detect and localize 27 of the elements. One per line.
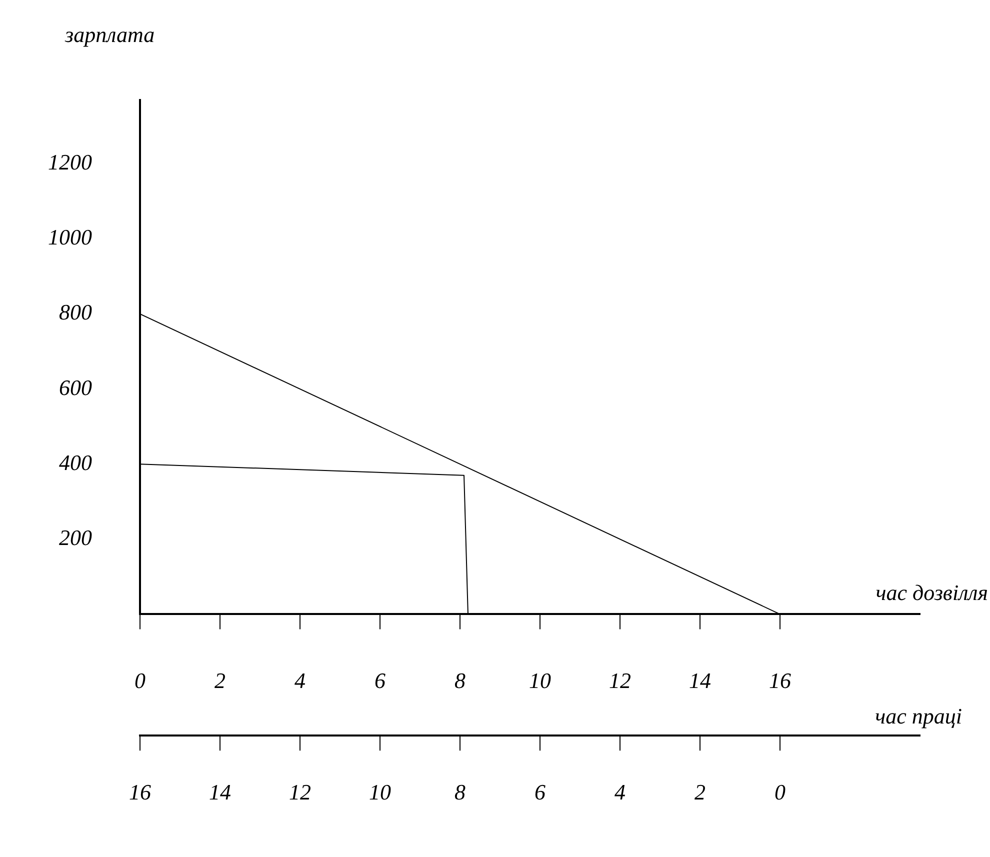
x2-tick-label: 12 [289,780,311,805]
x-tick-label: 2 [214,668,226,694]
x-axis-title: час дозвілля [876,580,988,606]
y-tick-label: 1200 [48,150,92,175]
x-tick-label: 10 [529,668,551,694]
y-tick-label: 600 [59,374,92,400]
y-tick-label: 400 [59,450,92,475]
y-tick-label: 200 [59,524,92,550]
x2-axis-title: час праці [875,704,962,729]
x2-tick-label: 14 [209,780,231,805]
x-tick-label: 14 [689,668,711,694]
x-tick-label: 6 [374,668,386,694]
x2-tick-label: 6 [534,780,546,805]
x-tick-label: 4 [294,668,306,694]
x-tick-label: 8 [454,668,466,694]
y-tick-label: 800 [59,300,92,325]
x2-tick-label: 0 [774,780,786,805]
x2-tick-label: 4 [614,780,626,805]
y-tick-label: 1000 [48,224,92,250]
x-tick-label: 0 [134,668,146,694]
x2-tick-label: 2 [694,780,706,805]
x-tick-label: 12 [609,668,631,694]
x2-tick-label: 16 [129,780,151,805]
x2-tick-label: 8 [454,780,466,805]
x2-tick-label: 10 [369,780,391,805]
x-tick-label: 16 [769,668,791,694]
y-axis-title: зарплата [64,22,155,47]
